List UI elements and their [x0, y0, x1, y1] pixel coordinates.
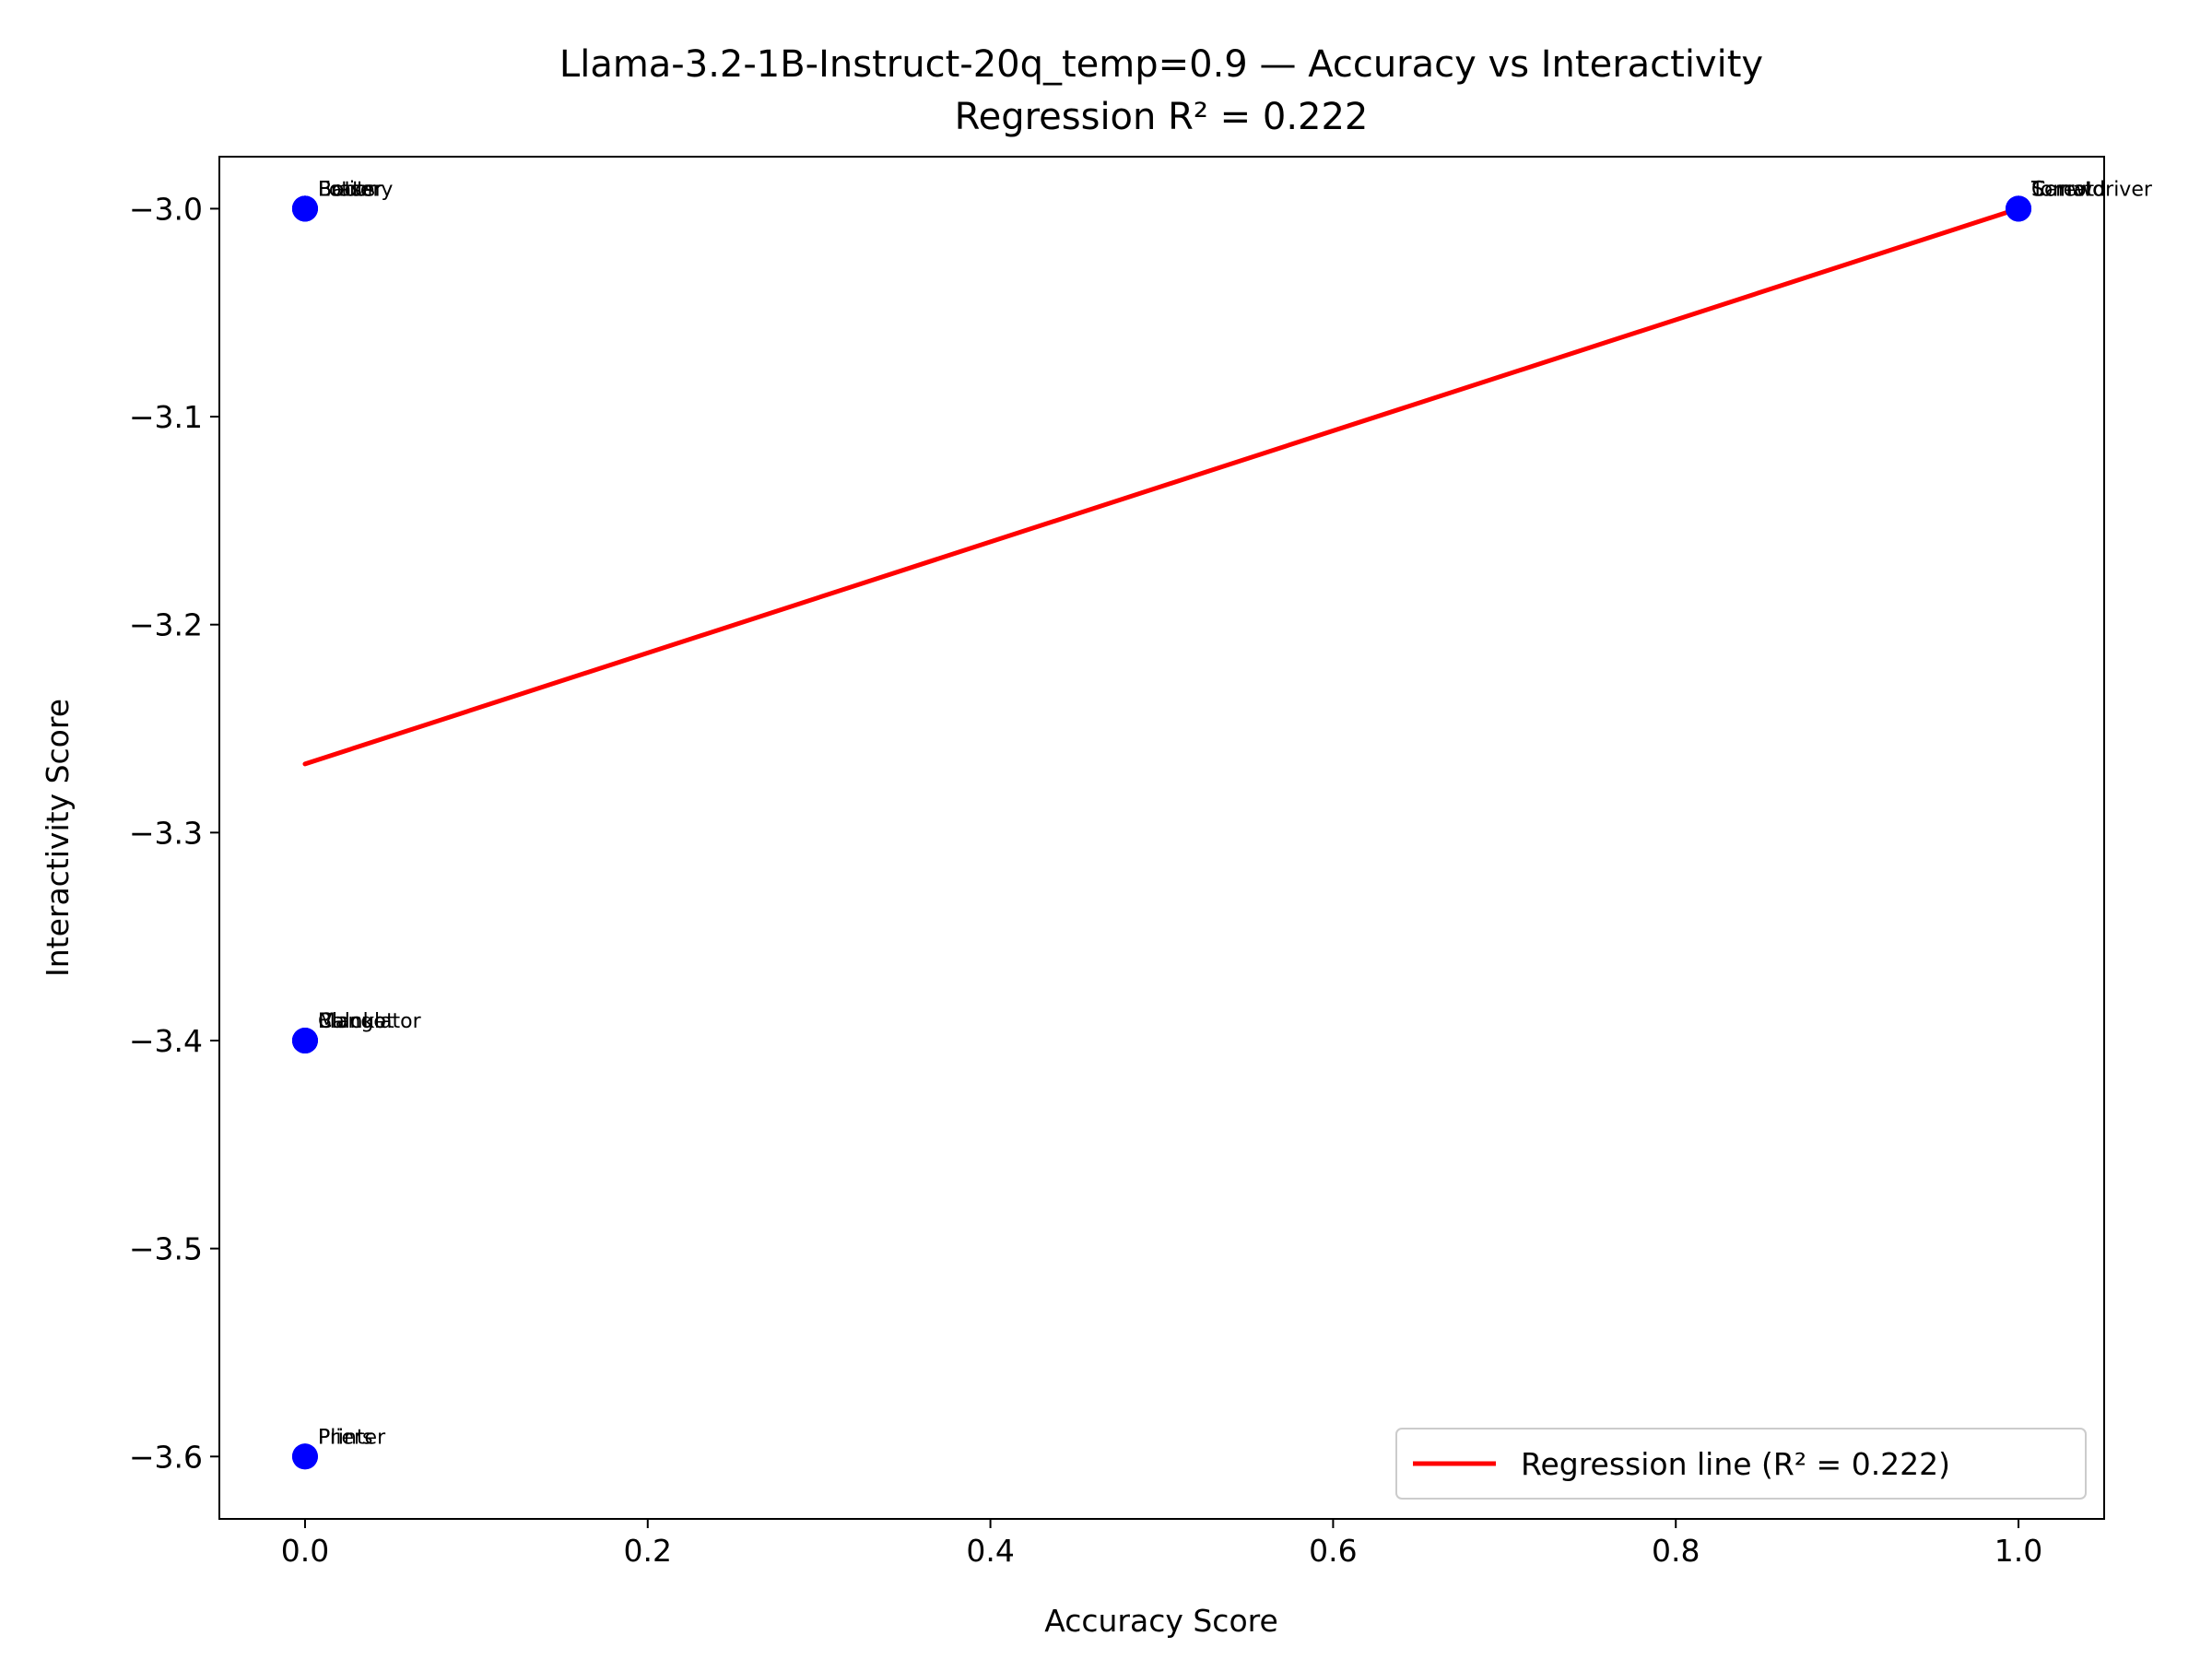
data-point-label: Eraser	[318, 178, 383, 201]
y-axis-ticks: −3.0 −3.1 −3.2 −3.3 −3.4 −3.5 −3.6	[129, 191, 219, 1475]
y-tick-label: −3.5	[129, 1231, 203, 1267]
data-point	[2006, 195, 2032, 222]
x-axis-label: Accuracy Score	[1044, 1603, 1278, 1639]
data-point	[291, 1028, 318, 1054]
data-point-label: Boots	[318, 178, 375, 201]
data-point-label: Screwdriver	[2031, 178, 2153, 201]
data-point-label: Carrot	[2031, 178, 2095, 201]
regression-line	[302, 206, 2021, 767]
chart-title: Llama-3.2-1B-Instruct-20q_temp=0.9 — Acc…	[559, 43, 1763, 86]
chart-subtitle: Regression R² = 0.222	[955, 96, 1369, 138]
x-tick-label: 0.4	[966, 1533, 1014, 1569]
x-tick-label: 0.8	[1652, 1533, 1700, 1569]
regression-layer	[302, 206, 2021, 767]
y-tick-label: −3.1	[129, 399, 203, 435]
data-point-label: Calculator	[318, 1010, 422, 1033]
y-tick-label: −3.3	[129, 815, 203, 851]
plot-area: 0.0 0.2 0.4 0.6 0.8 1.0 −3.0−3.1−3.2−3.3−3.4−…	[129, 156, 2153, 1569]
data-point-label: Blanket	[318, 1010, 394, 1033]
legend: Regression line (R² = 0.222)	[1395, 1428, 2087, 1500]
data-point-label: Mango	[318, 1010, 386, 1033]
data-point-label: Lotion	[318, 178, 380, 201]
data-point-label: Printer	[318, 1426, 386, 1449]
points-layer	[291, 195, 2032, 1470]
x-tick-label: 0.0	[281, 1533, 329, 1569]
x-tick-label: 0.6	[1309, 1533, 1357, 1569]
data-point	[291, 195, 318, 222]
plot-frame	[218, 156, 2105, 1520]
y-axis-label: Interactivity Score	[40, 699, 76, 977]
x-axis-ticks: 0.0 0.2 0.4 0.6 0.8 1.0	[281, 1519, 2042, 1569]
y-tick-label: −3.6	[129, 1439, 203, 1475]
y-tick-label: −3.4	[129, 1023, 203, 1059]
legend-label: Regression line (R² = 0.222)	[1521, 1446, 1950, 1482]
data-point-label: Pliers	[318, 1426, 373, 1449]
y-tick-label: −3.2	[129, 607, 203, 643]
data-point-label: Battery	[318, 178, 393, 201]
y-tick-label: −3.0	[129, 191, 203, 227]
legend-box	[1395, 1428, 2087, 1500]
x-tick-label: 1.0	[1994, 1533, 2042, 1569]
x-tick-label: 0.2	[624, 1533, 672, 1569]
data-point	[291, 1443, 318, 1470]
data-point-label: Tomato	[2030, 178, 2105, 201]
